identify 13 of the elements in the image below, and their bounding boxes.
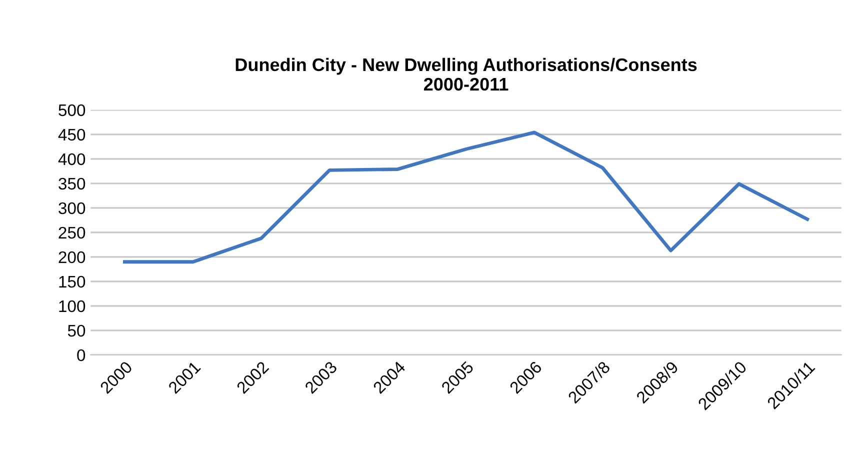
y-tick-label: 300 <box>58 202 86 214</box>
y-tick-label: 0 <box>77 349 86 362</box>
y-tick-label: 400 <box>58 153 86 166</box>
y-tick-label: 250 <box>58 226 86 239</box>
y-tick-label: 500 <box>58 104 86 116</box>
chart-title: Dunedin City - New Dwelling Authorisations/Consents 2000-2011 <box>236 58 697 91</box>
y-tick-label: 200 <box>58 251 86 264</box>
y-tick-label: 450 <box>58 128 86 141</box>
y-tick-label: 150 <box>59 276 86 288</box>
y-tick-label: 350 <box>58 178 86 190</box>
y-tick-label: 50 <box>68 324 86 337</box>
line-series <box>123 130 810 264</box>
y-tick-label: 100 <box>59 300 86 312</box>
